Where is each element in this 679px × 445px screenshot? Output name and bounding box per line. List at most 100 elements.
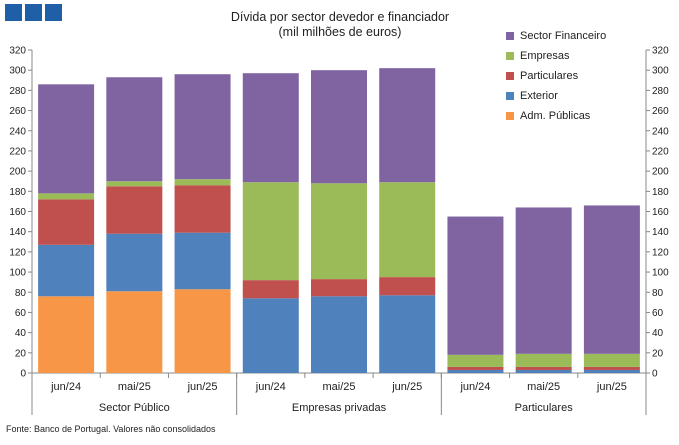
group-label: Empresas privadas <box>292 402 387 414</box>
y-tick-label-left: 0 <box>20 369 26 380</box>
bar-segment <box>106 291 163 373</box>
group-label: Sector Público <box>99 402 170 414</box>
y-tick-label-left: 40 <box>15 328 27 339</box>
bar-segment <box>311 296 367 373</box>
bar-segment <box>379 182 436 278</box>
bar-segment <box>515 353 572 367</box>
y-tick-label-right: 200 <box>652 167 669 178</box>
bar-segment <box>174 232 231 290</box>
bar-segment <box>515 366 572 370</box>
bar-segment <box>174 74 231 180</box>
y-tick-label-right: 0 <box>652 369 658 380</box>
bar-segment <box>174 289 231 373</box>
x-tick-label: jun/24 <box>255 381 286 393</box>
bar-segment <box>447 354 504 367</box>
bar-segment <box>38 193 95 200</box>
source-note: Fonte: Banco de Portugal. Valores não co… <box>6 424 216 434</box>
legend-label: Exterior <box>520 90 558 102</box>
bar-segment <box>311 183 367 280</box>
y-tick-label-left: 100 <box>9 268 26 279</box>
bar-segment <box>38 296 95 373</box>
bar-segment <box>38 244 95 297</box>
x-tick-label: jun/25 <box>391 381 422 393</box>
legend-swatch <box>506 112 514 120</box>
legend-label: Empresas <box>520 50 570 62</box>
bar-segment <box>106 186 163 234</box>
legend-swatch <box>506 32 514 40</box>
y-tick-label-left: 220 <box>9 146 26 157</box>
y-tick-label-right: 180 <box>652 187 669 198</box>
bar-segment <box>447 369 504 373</box>
logo-square-3 <box>45 4 62 21</box>
x-tick-label: mai/25 <box>118 381 151 393</box>
y-tick-label-left: 180 <box>9 187 26 198</box>
bar-segment <box>174 179 231 186</box>
bar-segment <box>38 84 95 194</box>
y-tick-label-right: 260 <box>652 106 669 117</box>
logo-square-2 <box>25 4 42 21</box>
y-tick-label-right: 220 <box>652 146 669 157</box>
y-tick-label-left: 60 <box>15 308 27 319</box>
x-tick-label: jun/25 <box>187 381 218 393</box>
y-tick-label-left: 300 <box>9 66 26 77</box>
y-tick-label-right: 160 <box>652 207 669 218</box>
y-tick-label-right: 60 <box>652 308 664 319</box>
chart-subtitle: (mil milhões de euros) <box>278 25 402 39</box>
bar-segment <box>583 353 640 367</box>
bar-segment <box>106 77 163 182</box>
y-tick-label-right: 80 <box>652 288 664 299</box>
bar-segment <box>242 280 299 299</box>
bar-segment <box>242 298 299 373</box>
bar-segment <box>447 216 504 355</box>
legend-item: Exterior <box>506 86 606 106</box>
y-tick-label-right: 20 <box>652 348 664 359</box>
legend-label: Sector Financeiro <box>520 30 607 42</box>
x-tick-label: jun/24 <box>50 381 81 393</box>
bar-segment <box>379 68 436 183</box>
y-tick-label-right: 100 <box>652 268 669 279</box>
y-tick-label-right: 120 <box>652 247 669 258</box>
bar-segment <box>515 369 572 373</box>
bar-segment <box>379 295 436 373</box>
y-tick-label-left: 120 <box>9 247 26 258</box>
bar-segment <box>242 73 299 183</box>
y-tick-label-right: 240 <box>652 126 669 137</box>
y-tick-label-left: 260 <box>9 106 26 117</box>
y-tick-label-right: 300 <box>652 66 669 77</box>
bar-segment <box>106 233 163 292</box>
legend: Sector Financeiro Empresas Particulares Ext… <box>506 26 606 126</box>
bar-segment <box>38 199 95 245</box>
bar-segment <box>242 182 299 281</box>
y-tick-label-left: 160 <box>9 207 26 218</box>
y-tick-label-left: 20 <box>15 348 27 359</box>
y-tick-label-left: 80 <box>15 288 27 299</box>
legend-swatch <box>506 52 514 60</box>
x-tick-label: mai/25 <box>527 381 560 393</box>
legend-swatch <box>506 72 514 80</box>
y-tick-label-right: 280 <box>652 86 669 97</box>
bar-segment <box>174 185 231 233</box>
bar-segment <box>447 366 504 370</box>
y-tick-label-right: 320 <box>652 46 669 57</box>
y-tick-label-left: 240 <box>9 126 26 137</box>
bar-segment <box>583 369 640 373</box>
y-tick-label-left: 280 <box>9 86 26 97</box>
logo-square-1 <box>5 4 22 21</box>
bar-segment <box>311 279 367 297</box>
y-tick-label-left: 200 <box>9 167 26 178</box>
x-tick-label: jun/25 <box>596 381 627 393</box>
legend-swatch <box>506 92 514 100</box>
y-tick-label-left: 140 <box>9 227 26 238</box>
x-tick-label: jun/24 <box>459 381 490 393</box>
bar-segment <box>379 277 436 296</box>
group-label: Particulares <box>515 402 574 414</box>
y-tick-label-left: 320 <box>9 46 26 57</box>
y-tick-label-right: 140 <box>652 227 669 238</box>
legend-label: Adm. Públicas <box>520 110 591 122</box>
bar-segment <box>106 181 163 187</box>
y-tick-label-right: 40 <box>652 328 664 339</box>
legend-item: Sector Financeiro <box>506 26 606 46</box>
bar-segment <box>311 70 367 184</box>
bar-segment <box>515 207 572 354</box>
